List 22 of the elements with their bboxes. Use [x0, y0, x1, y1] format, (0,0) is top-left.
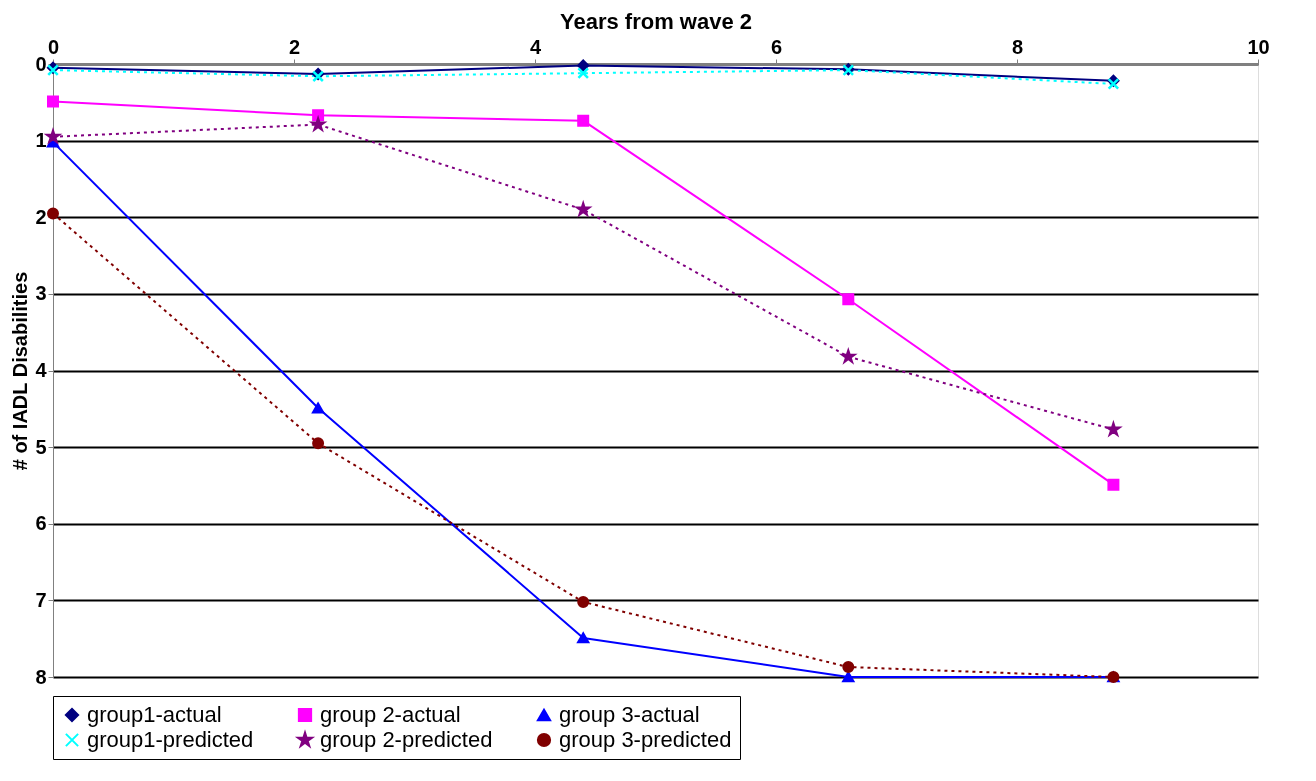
- y-tick-label: 6: [35, 512, 47, 535]
- legend-label: group 2-predicted: [320, 727, 493, 752]
- y-tick-label: 8: [35, 665, 47, 688]
- y-tick-label: 1: [35, 129, 47, 152]
- y-tick-label: 7: [35, 588, 47, 611]
- y-tick-label: 5: [35, 435, 47, 458]
- legend-label: group1-predicted: [87, 727, 254, 752]
- y-axis-title: # of IADL Disabilities: [9, 271, 32, 471]
- x-axis-title: Years from wave 2: [559, 8, 753, 34]
- legend-label: group 2-actual: [320, 702, 461, 727]
- y-tick-label: 4: [35, 359, 48, 381]
- x-tick-label: 4: [529, 35, 542, 58]
- y-tick-label: 2: [35, 205, 47, 228]
- x-tick-label: 2: [288, 35, 301, 58]
- legend-label: group 3-actual: [559, 702, 700, 727]
- y-tick-label: 0: [35, 52, 47, 75]
- x-tick-label: 6: [770, 35, 783, 58]
- y-tick-label: 3: [35, 282, 47, 305]
- x-tick-label: 10: [1247, 35, 1270, 58]
- x-tick-label: 8: [1011, 35, 1024, 58]
- legend-label: group 3-predicted: [559, 727, 732, 752]
- legend-label: group1-actual: [87, 702, 222, 727]
